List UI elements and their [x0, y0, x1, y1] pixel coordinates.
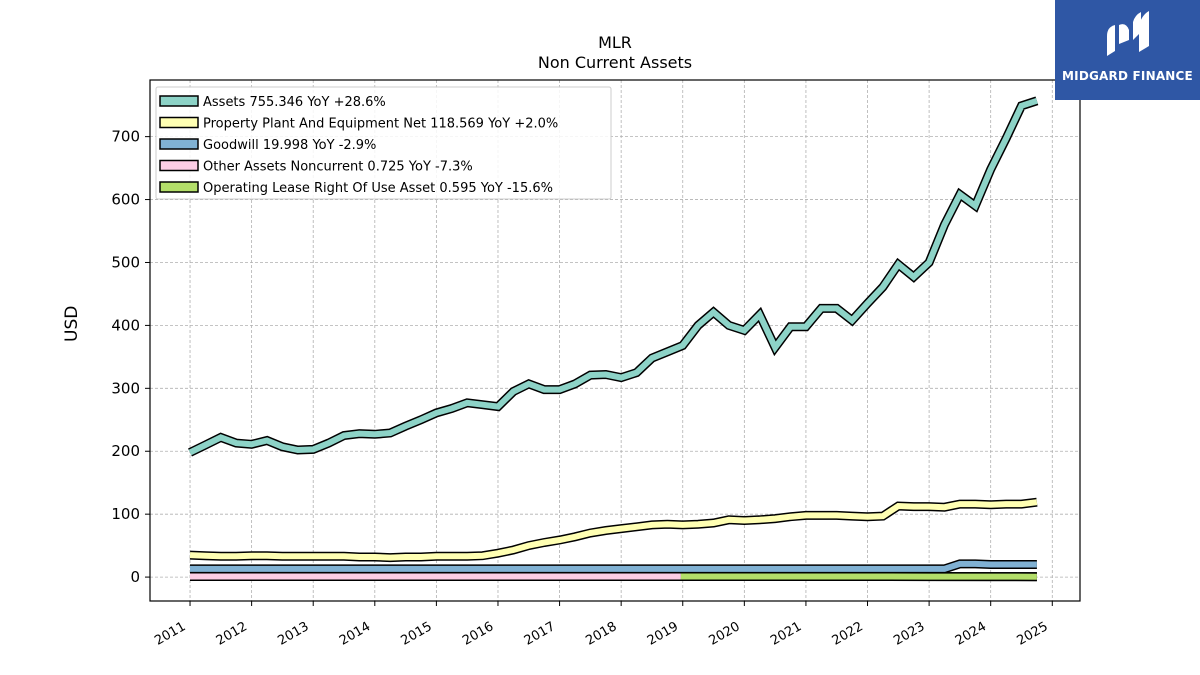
y-tick-label: 200	[111, 442, 140, 460]
series-line-0	[188, 97, 1038, 456]
y-tick-label: 400	[111, 316, 140, 334]
legend-swatch	[159, 95, 199, 107]
plot-frame	[149, 79, 1081, 602]
legend-swatch	[159, 181, 199, 193]
series-line-1	[189, 499, 1038, 561]
x-tick-label: 2013	[275, 619, 311, 649]
legend-label: Property Plant And Equipment Net 118.569…	[203, 117, 558, 132]
x-tick-label: 2023	[891, 619, 927, 649]
chart-title: MLR	[598, 33, 632, 52]
y-tick-label: 0	[130, 568, 140, 586]
x-tick-label: 2011	[152, 619, 188, 649]
legend-swatch	[159, 159, 199, 172]
y-tick-label: 700	[111, 128, 140, 146]
x-tick-label: 2021	[768, 619, 804, 649]
x-tick-label: 2015	[399, 619, 435, 649]
y-axis-label: USD	[62, 305, 82, 342]
x-tick-label: 2018	[583, 619, 619, 649]
legend-swatch	[159, 138, 199, 150]
legend-label: Goodwill 19.998 YoY -2.9%	[203, 138, 376, 153]
x-tick-label: 2014	[337, 619, 373, 649]
y-tick-label: 500	[111, 253, 140, 271]
y-tick-label: 600	[111, 191, 140, 209]
y-tick-label: 300	[111, 379, 140, 397]
x-tick-label: 2024	[953, 619, 989, 649]
chart-subtitle: Non Current Assets	[537, 53, 693, 72]
logo-mark-icon	[1107, 11, 1149, 56]
x-tick-label: 2020	[707, 619, 743, 649]
logo-text: MIDGARD FINANCE	[1062, 69, 1193, 83]
series-line-2	[190, 560, 1037, 572]
legend-label: Operating Lease Right Of Use Asset 0.595…	[203, 181, 553, 196]
x-tick-label: 2025	[1014, 619, 1050, 649]
brand-logo: MIDGARD FINANCE	[1055, 0, 1200, 100]
legend-box	[155, 86, 612, 200]
legend-label: Other Assets Noncurrent 0.725 YoY -7.3%	[203, 160, 473, 175]
x-tick-label: 2016	[460, 619, 496, 649]
x-tick-label: 2019	[645, 619, 681, 649]
legend-swatch	[159, 116, 199, 129]
y-tick-label: 100	[111, 505, 140, 523]
x-tick-label: 2017	[522, 619, 558, 649]
legend-label: Assets 755.346 YoY +28.6%	[203, 95, 386, 110]
x-tick-label: 2022	[830, 619, 866, 649]
x-tick-label: 2012	[214, 619, 250, 649]
